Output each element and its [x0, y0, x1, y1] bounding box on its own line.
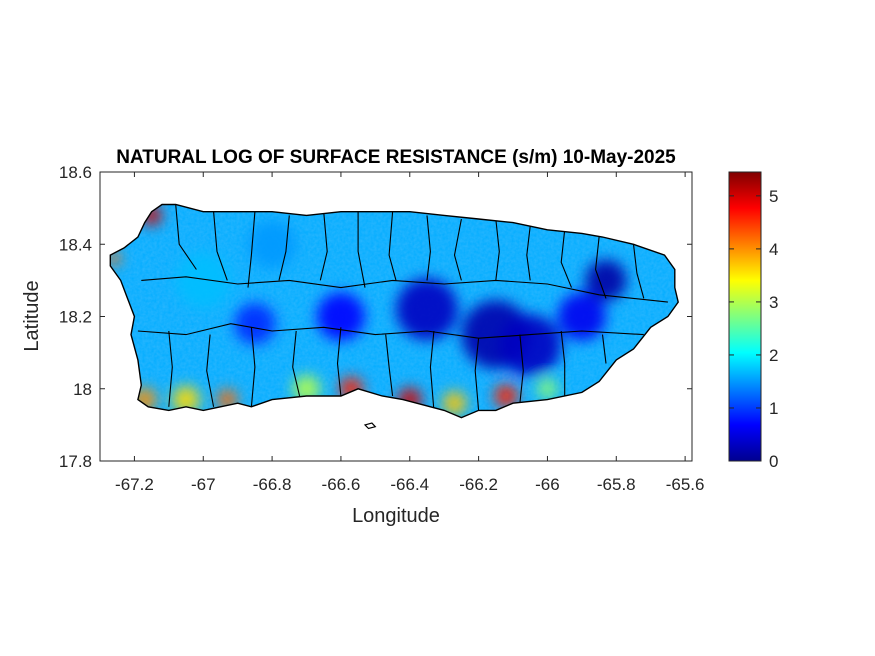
municipality-boundary	[474, 338, 480, 411]
colorbar-gradient	[728, 171, 762, 462]
colorbar-tick-label: 3	[769, 293, 778, 312]
x-tick-label: -65.6	[666, 475, 705, 494]
x-tick-label: -66.4	[390, 475, 429, 494]
field-hotspot	[175, 252, 231, 308]
municipality-boundary	[632, 244, 645, 299]
municipality-boundary	[426, 215, 431, 281]
field-hotspot	[248, 220, 297, 269]
x-tick-label: -66	[535, 475, 560, 494]
x-tick-label: -66.8	[253, 475, 292, 494]
x-tick-label: -67	[191, 475, 216, 494]
municipality-boundaries	[137, 204, 668, 411]
map-axes: -67.2 -67 -66.8 -66.6 -66.4 -66.2 -66 -65.8 -65.…	[59, 163, 705, 494]
colorbar-tick-label: 1	[769, 399, 778, 418]
municipality-boundary	[385, 334, 394, 397]
municipality-boundary	[175, 204, 197, 270]
municipality-boundary	[429, 330, 435, 411]
field-hotspot	[494, 384, 519, 408]
municipality-boundary	[292, 330, 301, 397]
municipality-boundary	[141, 276, 668, 303]
colorbar: 0 1 2 3 4 5	[728, 171, 778, 471]
x-tick-label: -66.2	[459, 475, 498, 494]
municipality-boundary	[560, 229, 573, 288]
x-axis-label: Longitude	[352, 505, 440, 527]
municipality-boundary	[388, 211, 397, 281]
y-tick-label: 18.4	[59, 235, 92, 254]
municipality-boundary	[601, 334, 607, 364]
municipality-boundary	[247, 211, 256, 288]
municipality-boundary	[495, 218, 500, 281]
coastline	[109, 203, 679, 419]
municipality-boundary	[595, 236, 607, 299]
municipality-boundary	[519, 334, 524, 404]
field-hotspot	[442, 391, 467, 416]
x-tick-label: -66.6	[322, 475, 361, 494]
municipality-boundary	[137, 323, 644, 339]
map-title: NATURAL LOG OF SURFACE RESISTANCE (s/m) …	[116, 147, 676, 168]
colorbar-tick-label: 0	[769, 452, 778, 471]
field-hotspot	[537, 378, 558, 400]
x-tick-label: -67.2	[115, 475, 154, 494]
x-tick-label: -65.8	[597, 475, 636, 494]
field-hotspot	[557, 292, 607, 341]
surface-resistance-field	[110, 204, 679, 418]
colorbar-tick-label: 2	[769, 346, 778, 365]
municipality-boundary	[357, 211, 366, 288]
municipality-boundary	[168, 330, 173, 407]
y-axis-label: Latitude	[21, 280, 43, 351]
field-hotspot	[499, 314, 562, 377]
field-hotspot	[396, 278, 458, 341]
municipality-boundary	[250, 327, 256, 407]
colorbar-tick-label: 5	[769, 187, 778, 206]
municipality-boundary	[278, 215, 290, 281]
y-tick-label: 18	[73, 380, 92, 399]
y-tick-label: 18.2	[59, 308, 92, 327]
field-hotspot	[234, 303, 276, 345]
municipality-boundary	[319, 211, 328, 281]
islet-outline	[363, 422, 377, 430]
field-hotspot	[316, 292, 365, 341]
municipality-boundary	[526, 226, 531, 281]
municipality-boundary	[453, 218, 462, 281]
field-hotspot	[172, 385, 200, 414]
y-tick-label: 18.6	[59, 163, 92, 182]
municipality-boundary	[336, 327, 342, 397]
municipality-boundary	[560, 330, 566, 396]
municipality-boundary	[213, 211, 228, 281]
colorbar-tick-label: 4	[769, 240, 778, 259]
municipality-boundary	[206, 334, 215, 407]
y-tick-label: 17.8	[59, 452, 92, 471]
